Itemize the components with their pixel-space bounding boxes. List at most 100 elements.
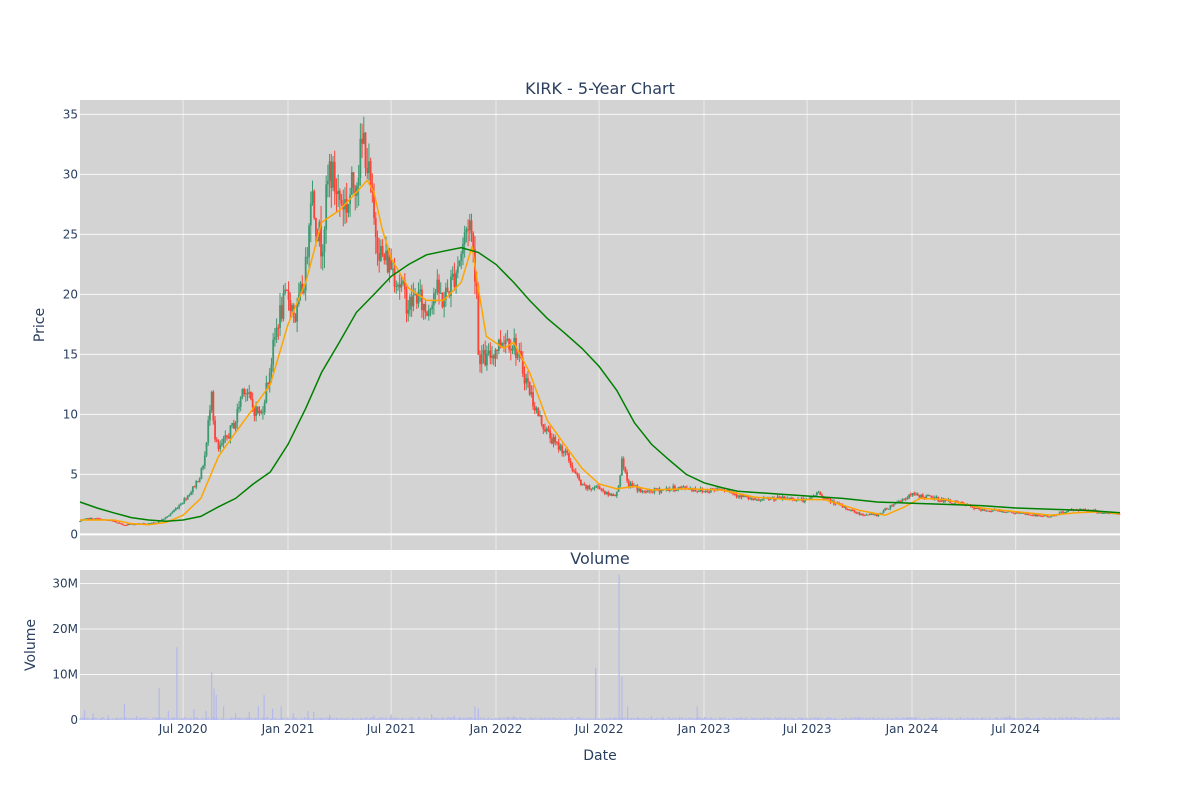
candle-up bbox=[222, 438, 225, 444]
candle-up bbox=[641, 491, 644, 493]
candle-up bbox=[744, 496, 746, 498]
price-y-tick-label: 30 bbox=[63, 167, 78, 181]
candle-up bbox=[167, 515, 170, 517]
candle-up bbox=[494, 349, 497, 359]
candle-down bbox=[1045, 515, 1047, 517]
candle-down bbox=[585, 485, 587, 489]
candle-up bbox=[209, 410, 211, 421]
candle-down bbox=[509, 349, 512, 351]
price-y-ticks: 0 5 10 15 20 25 30 35 bbox=[63, 107, 78, 541]
candle-down bbox=[424, 303, 427, 313]
candle-down bbox=[484, 349, 487, 366]
candle-up bbox=[1063, 512, 1066, 514]
candle-up bbox=[776, 496, 779, 499]
candle-up bbox=[174, 508, 177, 511]
candle-down bbox=[778, 496, 781, 498]
candle-up bbox=[268, 372, 271, 384]
candle-up bbox=[203, 455, 206, 467]
candle-down bbox=[862, 514, 864, 516]
candle-down bbox=[855, 512, 858, 514]
candle-up bbox=[220, 443, 223, 446]
candle-up bbox=[395, 286, 398, 288]
candle-down bbox=[853, 510, 856, 513]
candle-down bbox=[684, 486, 687, 488]
candle-up bbox=[638, 488, 640, 491]
candle-down bbox=[492, 355, 495, 359]
candle-up bbox=[248, 391, 251, 394]
candle-up bbox=[1036, 514, 1039, 517]
candle-up bbox=[660, 489, 663, 493]
candle-down bbox=[520, 350, 522, 358]
candle-down bbox=[899, 501, 902, 503]
candle-down bbox=[1039, 515, 1042, 517]
candle-up bbox=[756, 499, 758, 501]
candle-up bbox=[564, 450, 567, 452]
candle-down bbox=[921, 494, 924, 498]
candle-up bbox=[535, 408, 538, 411]
candle-down bbox=[374, 218, 377, 238]
candle-up bbox=[897, 501, 900, 503]
candle-up bbox=[179, 504, 182, 506]
candle-down bbox=[313, 191, 316, 219]
candle-up bbox=[1101, 512, 1104, 514]
candle-down bbox=[537, 408, 540, 417]
candle-down bbox=[561, 445, 564, 454]
candle-up bbox=[188, 494, 191, 496]
candle-down bbox=[383, 255, 386, 261]
candle-down bbox=[386, 250, 389, 273]
candle-down bbox=[950, 502, 953, 504]
candle-down bbox=[267, 382, 269, 384]
candle-down bbox=[990, 511, 993, 513]
candle-down bbox=[1027, 513, 1030, 515]
candle-up bbox=[263, 402, 266, 413]
candle-down bbox=[128, 524, 131, 526]
candle-up bbox=[171, 512, 174, 514]
candle-up bbox=[981, 509, 984, 511]
candle-up bbox=[419, 289, 422, 292]
candle-up bbox=[450, 276, 452, 296]
candle-down bbox=[1080, 508, 1083, 510]
candle-up bbox=[1058, 512, 1061, 515]
candle-up bbox=[1098, 512, 1100, 514]
price-y-tick-label: 5 bbox=[70, 467, 78, 481]
candle-down bbox=[256, 406, 259, 414]
candle-up bbox=[538, 415, 541, 417]
candle-down bbox=[783, 496, 786, 499]
candle-up bbox=[506, 338, 509, 341]
candle-down bbox=[475, 281, 478, 287]
candle-down bbox=[1022, 512, 1025, 514]
candle-up bbox=[586, 485, 589, 489]
candle-down bbox=[217, 441, 220, 450]
candle-down bbox=[354, 187, 357, 196]
candle-down bbox=[197, 481, 199, 483]
candle-down bbox=[453, 273, 456, 287]
candle-down bbox=[791, 497, 794, 500]
candle-down bbox=[614, 494, 617, 497]
candle-down bbox=[340, 199, 343, 204]
candle-down bbox=[754, 498, 757, 500]
volume-bars bbox=[79, 574, 1120, 720]
candle-up bbox=[749, 498, 752, 500]
candle-down bbox=[369, 161, 372, 187]
candle-up bbox=[455, 272, 458, 287]
candle-down bbox=[603, 490, 606, 495]
candle-down bbox=[706, 490, 709, 492]
candle-down bbox=[627, 480, 630, 487]
candle-down bbox=[111, 520, 114, 522]
candle-down bbox=[376, 237, 379, 254]
candle-up bbox=[412, 294, 415, 307]
candle-down bbox=[674, 486, 676, 491]
candle-down bbox=[569, 461, 572, 466]
candle-up bbox=[935, 496, 938, 498]
candle-down bbox=[426, 312, 428, 316]
candle-down bbox=[986, 510, 989, 512]
candle-up bbox=[444, 287, 447, 301]
candle-up bbox=[815, 492, 818, 496]
candle-down bbox=[983, 509, 986, 511]
candle-up bbox=[530, 392, 533, 395]
candle-up bbox=[291, 305, 293, 312]
moving-average-lines bbox=[79, 179, 1121, 526]
candle-down bbox=[750, 498, 753, 500]
candle-down bbox=[745, 496, 748, 498]
candle-up bbox=[439, 293, 442, 295]
